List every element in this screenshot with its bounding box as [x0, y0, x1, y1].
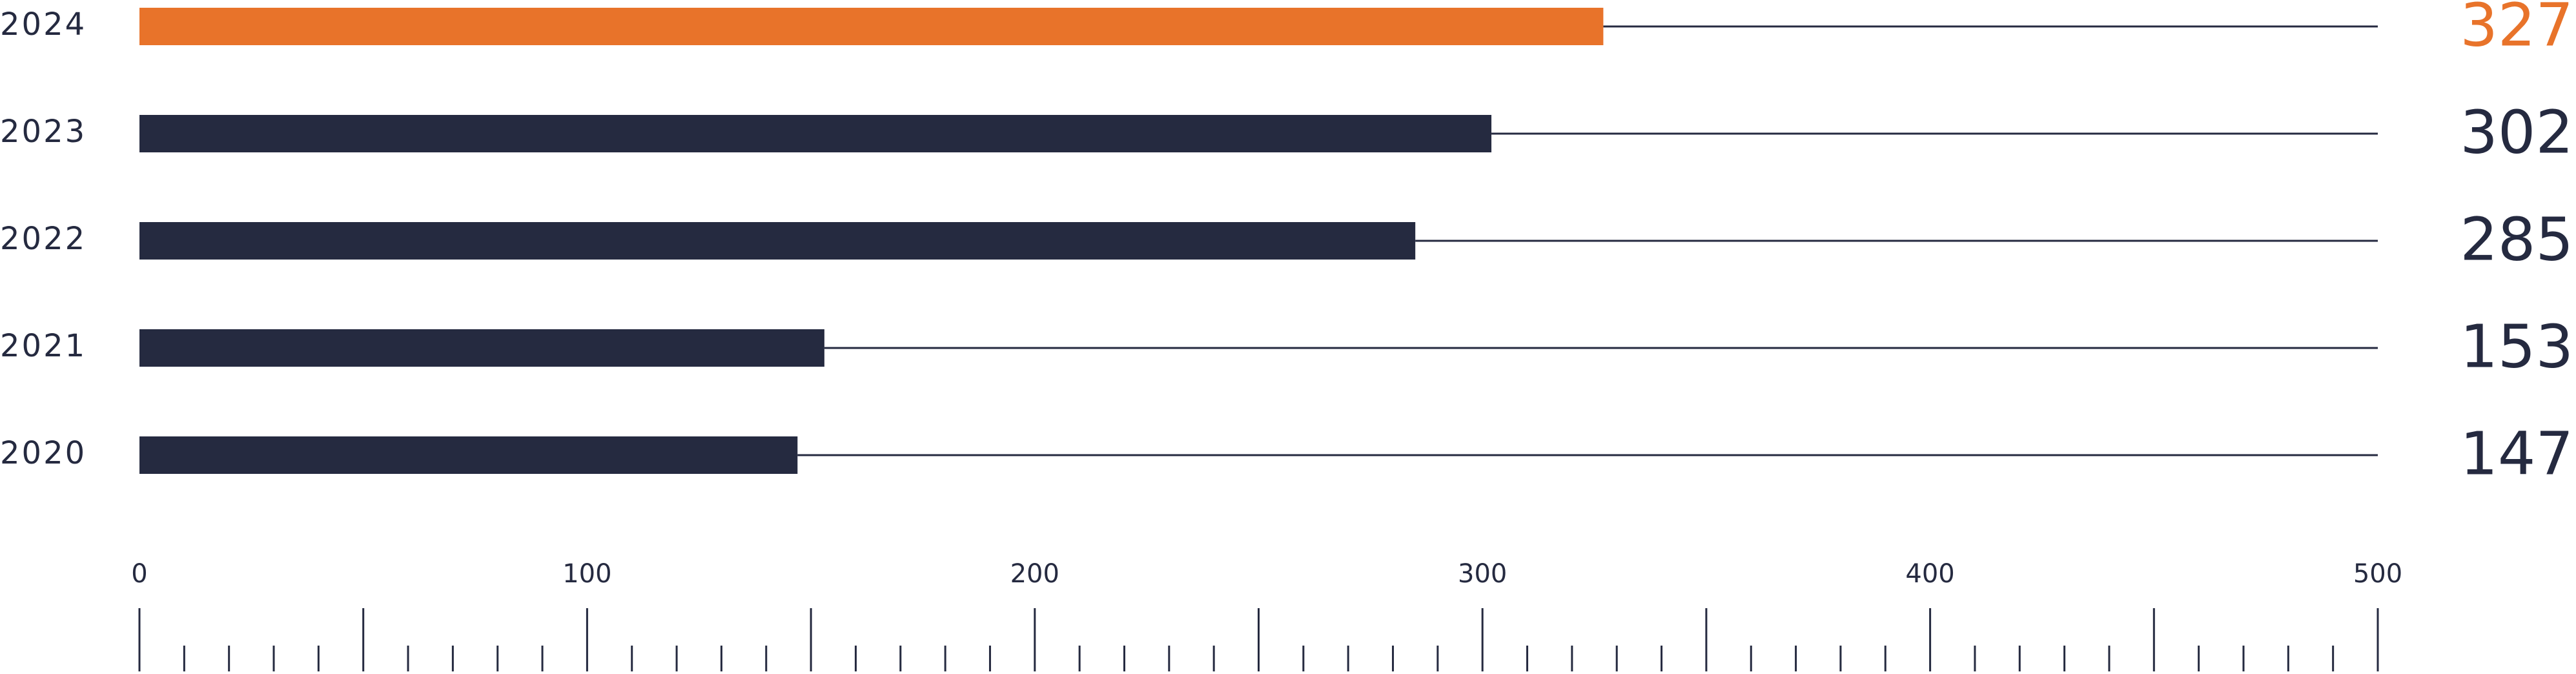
x-tick-label: 300: [1458, 559, 1507, 589]
category-label: 2024: [0, 6, 87, 43]
bar: [139, 115, 1492, 152]
x-tick-label: 0: [131, 559, 147, 589]
bar: [139, 436, 798, 474]
value-label: 285: [2460, 205, 2573, 274]
value-label: 153: [2460, 312, 2573, 381]
bar: [139, 222, 1416, 260]
value-label: 327: [2460, 0, 2573, 59]
value-label: 147: [2460, 419, 2573, 488]
bar: [139, 8, 1604, 45]
x-tick-label: 200: [1010, 559, 1059, 589]
category-label: 2023: [0, 114, 87, 150]
category-label: 2021: [0, 328, 87, 364]
x-tick-label: 100: [562, 559, 611, 589]
x-tick-label: 500: [2353, 559, 2402, 589]
category-label: 2022: [0, 221, 87, 257]
bar: [139, 329, 824, 367]
x-tick-label: 400: [1905, 559, 1954, 589]
value-label: 302: [2460, 97, 2573, 167]
category-label: 2020: [0, 435, 87, 471]
